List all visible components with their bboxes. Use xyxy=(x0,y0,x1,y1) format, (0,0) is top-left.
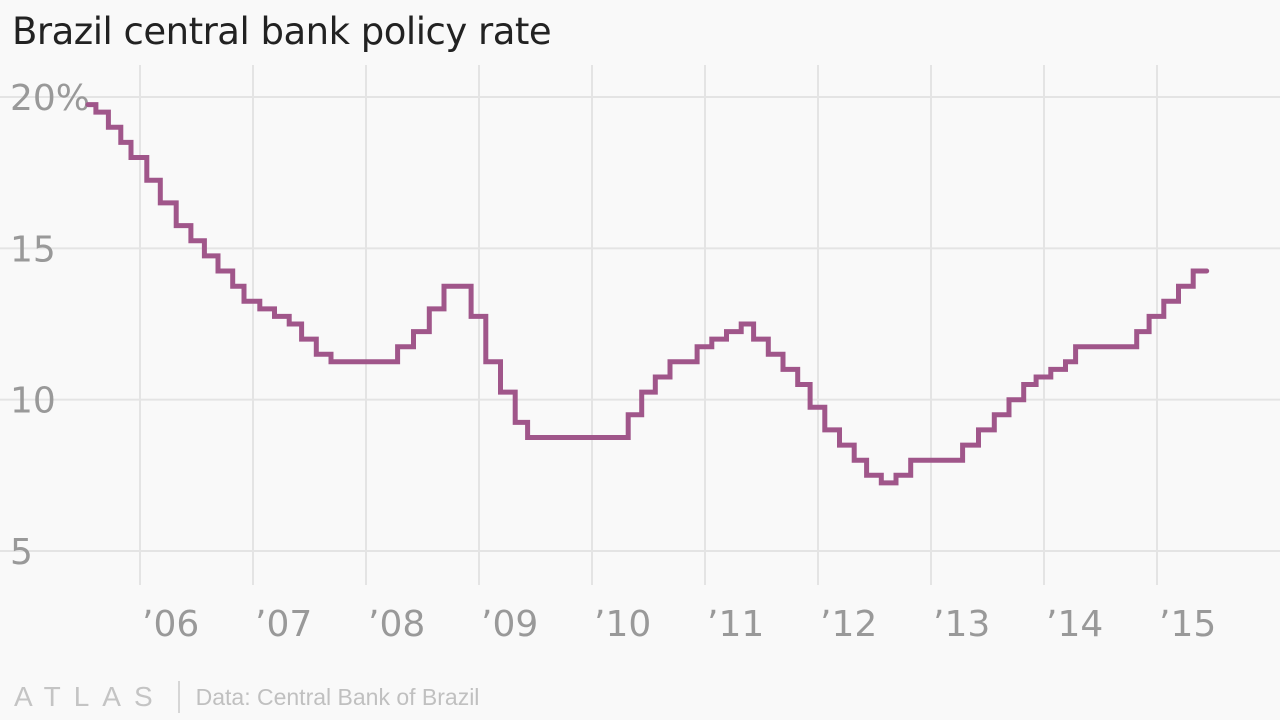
footer: ATLAS Data: Central Bank of Brazil xyxy=(14,680,479,714)
x-tick-label-2006: ’06 xyxy=(142,604,199,645)
policy-rate-line xyxy=(85,102,1210,486)
x-tick-label-2007: ’07 xyxy=(255,604,312,645)
y-tick-label-5: 5 xyxy=(10,532,33,573)
y-tick-label-10: 10 xyxy=(10,381,56,422)
x-axis-tick-labels: ’06 ’07 ’08 ’09 ’10 ’11 ’12 ’13 ’14 ’15 xyxy=(142,604,1216,645)
x-gridlines xyxy=(139,65,1158,585)
y-gridlines xyxy=(0,96,1280,552)
chart-title: Brazil central bank policy rate xyxy=(12,10,552,53)
x-tick-label-2015: ’15 xyxy=(1159,604,1216,645)
x-tick-label-2009: ’09 xyxy=(481,604,538,645)
x-tick-label-2014: ’14 xyxy=(1046,604,1103,645)
x-tick-label-2013: ’13 xyxy=(933,604,990,645)
atlas-logo: ATLAS xyxy=(14,681,166,712)
y-axis-tick-labels: 5 10 15 20% xyxy=(10,78,90,573)
y-tick-label-20: 20% xyxy=(10,78,90,119)
x-tick-label-2010: ’10 xyxy=(594,604,651,645)
x-tick-label-2011: ’11 xyxy=(707,604,764,645)
footer-divider xyxy=(177,681,180,713)
source-text: Data: Central Bank of Brazil xyxy=(195,683,480,710)
x-tick-label-2008: ’08 xyxy=(368,604,425,645)
x-tick-label-2012: ’12 xyxy=(820,604,877,645)
series-layer xyxy=(85,102,1210,486)
y-tick-label-15: 15 xyxy=(10,229,56,270)
